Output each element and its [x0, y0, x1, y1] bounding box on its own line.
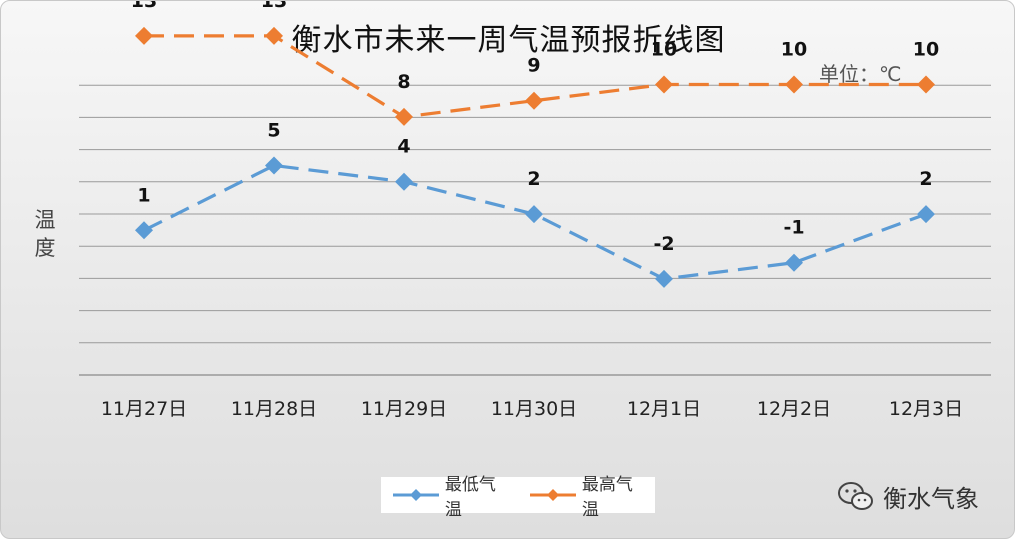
data-label-high: 10	[651, 39, 677, 61]
data-point-high	[917, 75, 935, 94]
data-point-high	[525, 91, 543, 110]
data-label-high: 13	[261, 1, 287, 12]
legend-high-label: 最高气温	[581, 475, 633, 520]
x-tick-label: 12月2日	[757, 398, 831, 420]
data-point-low	[655, 269, 673, 288]
data-point-high	[785, 75, 803, 94]
legend-item-high: 最高气温	[528, 470, 647, 520]
x-tick-label: 11月30日	[491, 398, 577, 420]
data-label-high: 10	[781, 39, 807, 61]
x-tick-label: 12月3日	[889, 398, 963, 420]
watermark-text: 衡水气象	[883, 485, 979, 513]
data-label-high: 9	[527, 55, 540, 77]
data-point-low	[785, 253, 803, 272]
data-point-low	[917, 205, 935, 224]
data-point-high	[135, 26, 153, 45]
legend-low-swatch	[393, 489, 439, 501]
legend-item-low: 最低气温	[391, 470, 510, 520]
chart-title: 衡水市未来一周气温预报折线图	[291, 23, 726, 58]
data-label-low: 4	[397, 136, 410, 158]
data-label-high: 10	[913, 39, 939, 61]
data-point-low	[265, 156, 283, 175]
watermark: 衡水气象	[837, 479, 979, 514]
data-label-low: -1	[783, 217, 804, 239]
data-label-low: -2	[653, 233, 674, 255]
data-label-low: 2	[919, 168, 932, 190]
legend-high-swatch	[530, 489, 576, 501]
data-point-low	[395, 172, 413, 191]
data-label-low: 2	[527, 168, 540, 190]
data-point-high	[655, 75, 673, 94]
x-tick-label: 12月1日	[627, 398, 701, 420]
data-label-low: 5	[267, 120, 280, 142]
legend-low-label: 最低气温	[444, 475, 496, 520]
data-point-high	[395, 107, 413, 126]
data-point-low	[525, 205, 543, 224]
x-tick-label: 11月27日	[101, 398, 187, 420]
wechat-icon	[838, 481, 873, 510]
x-tick-label: 11月28日	[231, 398, 317, 420]
x-tick-label: 11月29日	[361, 398, 447, 420]
y-axis-label: 温度	[34, 208, 56, 260]
data-label-high: 13	[131, 1, 157, 12]
data-label-high: 8	[397, 71, 410, 93]
data-point-low	[135, 221, 153, 240]
legend: 最低气温 最高气温	[381, 475, 655, 520]
data-point-high	[265, 26, 283, 45]
unit-label: 单位：℃	[819, 62, 902, 86]
data-label-low: 1	[137, 184, 150, 206]
